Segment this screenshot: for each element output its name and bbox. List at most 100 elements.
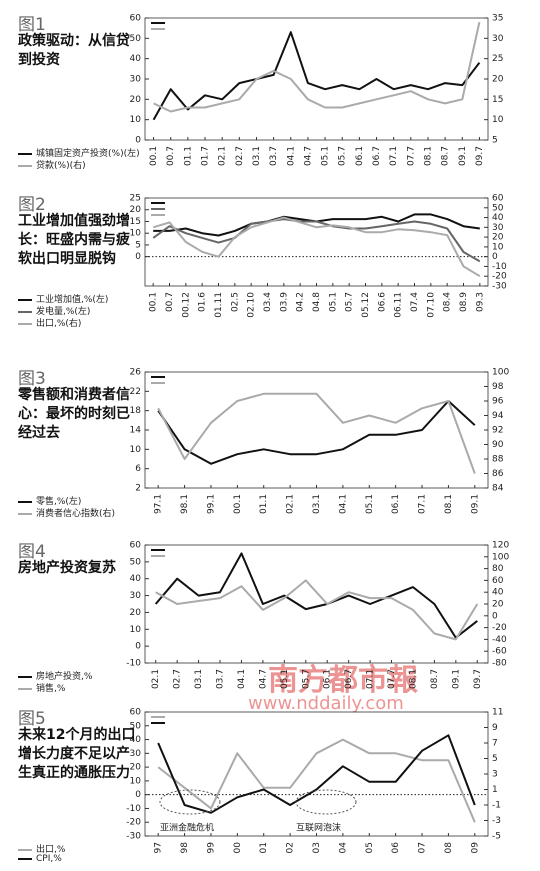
- legend-swatch: [18, 675, 32, 678]
- x-tick-label: 08: [444, 842, 454, 854]
- y2-tick-label: -20: [492, 272, 507, 282]
- x-tick-label: 08.1: [423, 146, 433, 166]
- legend-entry: 出口,%: [18, 842, 65, 855]
- y2-tick-label: 20: [492, 600, 504, 610]
- legend-entry: 房地产投资,%: [18, 669, 92, 682]
- y2-tick-label: -1: [492, 801, 501, 811]
- series-line: [157, 400, 476, 465]
- x-tick-label: 06.1: [323, 669, 333, 689]
- x-tick-label: 09.1: [470, 494, 480, 514]
- x-tick-label: 02.1: [218, 146, 228, 166]
- x-tick-label: 07.1: [389, 146, 399, 166]
- legend-entry: CPI,%: [18, 854, 62, 864]
- x-tick-label: 00.1: [149, 146, 159, 166]
- x-tick-label: 09: [470, 842, 480, 854]
- x-tick-label: 97.1: [154, 494, 164, 514]
- x-tick-label: 03.9: [279, 292, 289, 312]
- x-tick-label: 02.7: [173, 669, 183, 689]
- x-tick-label: 99: [206, 842, 216, 854]
- y2-tick-label: 60: [492, 194, 504, 204]
- y2-tick-label: 5: [492, 754, 498, 764]
- y2-tick-label: 80: [492, 564, 504, 574]
- x-tick-label: 03.4: [263, 292, 273, 312]
- x-tick-label: 06.7: [372, 146, 382, 166]
- legend-swatch: [18, 857, 32, 860]
- y2-tick-label: 0: [492, 252, 498, 262]
- legend-label: 销售,%: [36, 684, 66, 694]
- y2-tick-label: 100: [492, 552, 509, 562]
- series-line: [157, 392, 476, 474]
- series-line: [155, 579, 479, 641]
- plot-frame: [144, 544, 489, 664]
- y2-tick-label: 3: [492, 770, 498, 780]
- x-tick-label: 04.7: [258, 669, 268, 689]
- x-tick-label: 01.1: [259, 494, 269, 514]
- legend-swatch: [18, 164, 32, 167]
- x-tick-label: 02.7: [235, 146, 245, 166]
- legend-label: 出口,%(右): [36, 319, 82, 329]
- x-tick-label: 04.1: [237, 669, 247, 689]
- legend-label: 城镇固定资产投资(%)(左): [36, 149, 140, 159]
- plot-frame: [144, 371, 489, 489]
- x-tick-label: 00.7: [166, 146, 176, 166]
- annotation-ellipse: [159, 789, 221, 815]
- y-tick-label: 0: [135, 790, 141, 800]
- legend-entry: 城镇固定资产投资(%)(左): [18, 146, 140, 159]
- series-line: [152, 216, 481, 278]
- y2-tick-label: 40: [492, 588, 504, 598]
- x-tick-label: 07.4: [410, 292, 420, 312]
- y-tick-label: 10: [130, 445, 142, 455]
- y2-tick-label: 94: [492, 411, 504, 421]
- series-line: [152, 218, 481, 263]
- annotation-ellipse: [295, 789, 357, 815]
- y2-tick-label: -10: [492, 262, 507, 272]
- x-tick-label: 07.10: [426, 292, 436, 318]
- y2-tick-label: 84: [492, 484, 504, 494]
- y2-tick-label: -20: [492, 623, 507, 633]
- x-tick-label: 00.12: [181, 292, 191, 318]
- y-tick-label: 6: [135, 464, 141, 474]
- legend-entry: 发电量,%(左): [18, 304, 90, 317]
- panel-title: 图2: [18, 195, 46, 215]
- x-tick-label: 09.1: [451, 669, 461, 689]
- legend-swatch: [18, 152, 32, 155]
- y2-tick-label: 98: [492, 382, 504, 392]
- y-tick-label: 50: [130, 721, 142, 731]
- x-tick-label: 03.7: [269, 146, 279, 166]
- legend-swatch: [18, 500, 32, 503]
- x-tick-label: 02.1: [151, 669, 161, 689]
- y2-tick-label: 5: [492, 136, 498, 146]
- y2-tick-label: -80: [492, 659, 507, 669]
- plot-frame: [144, 17, 489, 141]
- x-tick-label: 09.7: [475, 146, 485, 166]
- y-tick-label: 15: [130, 217, 141, 227]
- y-tick-label: 20: [130, 205, 142, 215]
- x-tick-label: 07.7: [387, 669, 397, 689]
- y-tick-label: 40: [130, 54, 142, 64]
- x-tick-label: 00.1: [149, 292, 159, 312]
- y2-tick-label: 7: [492, 739, 498, 749]
- y-tick-label: 30: [130, 749, 142, 759]
- legend-label: 房地产投资,%: [36, 672, 93, 682]
- y2-tick-label: 25: [492, 54, 503, 64]
- panel-title: 图4: [18, 542, 46, 562]
- y-tick-label: 0: [135, 136, 141, 146]
- y2-tick-label: 10: [492, 115, 504, 125]
- legend-swatch: [18, 512, 32, 515]
- y-tick-label: -20: [126, 818, 141, 828]
- x-tick-label: 04.1: [338, 494, 348, 514]
- x-tick-label: 98.1: [180, 494, 190, 514]
- y2-tick-label: 92: [492, 426, 503, 436]
- y2-tick-label: 1: [492, 785, 498, 795]
- x-tick-label: 03.1: [312, 494, 322, 514]
- legend-swatch: [18, 322, 32, 325]
- y2-tick-label: 11: [492, 708, 503, 718]
- x-tick-label: 05.7: [301, 669, 311, 689]
- y-tick-label: 60: [130, 708, 142, 718]
- y2-tick-label: 0: [492, 611, 498, 621]
- series-line: [157, 734, 476, 814]
- y-tick-label: -10: [126, 804, 141, 814]
- x-tick-label: 09.7: [473, 669, 483, 689]
- y-tick-label: 50: [130, 557, 142, 567]
